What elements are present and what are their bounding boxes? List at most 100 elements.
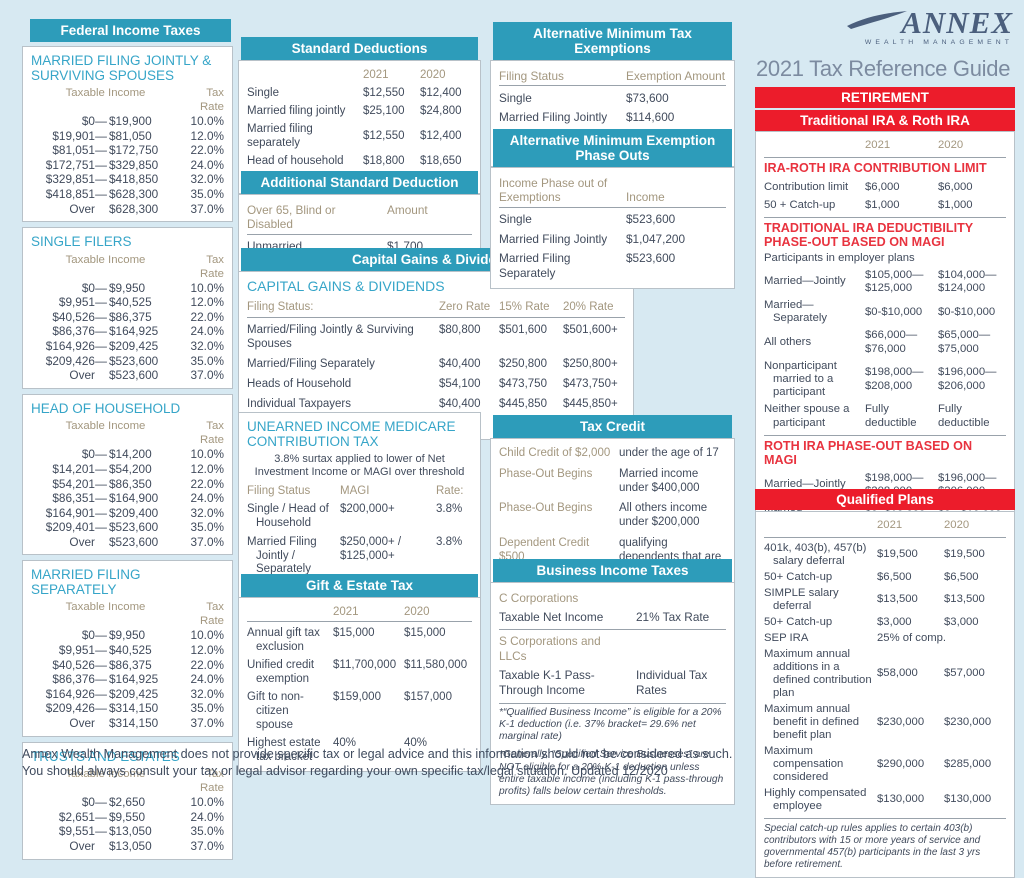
- bracket-rows: $0 — $14,200 10.0% $14,201 — $54,200 12.…: [31, 447, 224, 549]
- qualified-plans-header: Qualified Plans: [755, 489, 1015, 510]
- rate-15-value: $445,850: [499, 397, 547, 410]
- range-dash: —: [95, 795, 107, 810]
- bracket-row: $9,951 — $40,525 12.0%: [31, 643, 224, 658]
- value-2020: $196,000—$206,000: [938, 366, 997, 392]
- income-from: $86,376: [52, 324, 95, 339]
- col-15-rate: 15% Rate: [499, 300, 550, 313]
- year-2020: 2020: [944, 519, 970, 531]
- table-head: Filing Status Exemption Amount: [499, 66, 726, 86]
- tax-rate: 35.0%: [190, 353, 224, 368]
- row-label: Married Filing Jointly: [499, 110, 608, 124]
- rate-20-value: $250,800+: [563, 357, 618, 370]
- income-to: $19,900: [109, 114, 152, 128]
- tax-rate: 37.0%: [190, 838, 224, 853]
- bracket-row: $40,526 — $86,375 22.0%: [31, 658, 224, 673]
- table-row: Nonparticipant married to a participant …: [764, 358, 1006, 402]
- value-2021: $159,000: [333, 691, 381, 703]
- retirement-header: RETIREMENT: [755, 87, 1015, 108]
- income-from: $164,901: [45, 505, 95, 520]
- value-2021: 40%: [333, 737, 357, 749]
- range-dash: —: [95, 643, 107, 658]
- year-2021: 2021: [877, 519, 903, 531]
- divider: [764, 157, 1006, 158]
- magi-value: $250,000+ / $125,000+: [340, 535, 402, 562]
- value-2020: $1,000: [938, 198, 973, 211]
- bracket-row: $2,651 — $9,550 24.0%: [31, 810, 224, 825]
- bracket-row: $9,951 — $40,525 12.0%: [31, 295, 224, 310]
- income-from: $40,526: [52, 657, 95, 672]
- table-row: Married Filing Jointly / Separately $250…: [247, 533, 472, 579]
- value-2021: 25% of comp.: [877, 631, 947, 644]
- col-tax-rate: Tax Rate: [199, 420, 224, 447]
- bracket-table-title: TRUSTS AND ESTATES: [31, 748, 180, 764]
- participants-note: Participants in employer plans: [764, 251, 915, 264]
- amt-phaseouts-table: Income Phase out of Exemptions Income Si…: [490, 167, 735, 289]
- tax-rate: 35.0%: [190, 520, 224, 535]
- tax-rate: 24.0%: [190, 157, 224, 172]
- tax-rate: 37.0%: [190, 534, 224, 549]
- row-label: 50 + Catch-up: [764, 198, 836, 211]
- tax-credit-header: Tax Credit: [493, 415, 732, 438]
- amt-phaseouts-section: Alternative Minimum Exemption Phase Outs…: [490, 129, 735, 289]
- tax-rate: 32.0%: [190, 339, 224, 354]
- row-label: Contribution limit: [764, 180, 849, 193]
- tax-rate: 22.0%: [190, 476, 224, 491]
- rate-value: 3.8%: [436, 535, 463, 548]
- income-from: $0: [81, 795, 95, 810]
- income-to: $164,925: [109, 324, 159, 339]
- col-filing-status: Filing Status: [247, 484, 311, 497]
- row-label: All others: [764, 335, 812, 348]
- bracket-table-head-of-household: HEAD OF HOUSEHOLD Taxable Income Tax Rat…: [22, 393, 233, 556]
- table-row: Married—Separately $0-$10,000 $0-$10,000: [764, 297, 1006, 327]
- bracket-table-title: SINGLE FILERS: [31, 234, 132, 250]
- table-row: 50+ Catch-up $6,500 $6,500: [764, 569, 1006, 585]
- col-taxable-income: Taxable Income: [65, 253, 146, 266]
- income-to: $209,425: [109, 686, 159, 701]
- income-from: Over: [69, 201, 95, 216]
- row-label: Single / Head of Household: [247, 503, 329, 530]
- income-to: $209,400: [109, 505, 159, 520]
- value-2020: $6,000: [938, 180, 973, 193]
- income-to: $314,150: [109, 716, 159, 731]
- guide-title: 2021 Tax Reference Guide: [756, 56, 1011, 81]
- row-label: 401k, 403(b), 457(b) salary deferral: [764, 541, 867, 567]
- magi-value: $200,000+: [340, 503, 395, 516]
- tax-rate: 12.0%: [190, 295, 224, 310]
- range-dash: —: [95, 686, 107, 701]
- bracket-rows: $0 — $2,650 10.0% $2,651 — $9,550 24.0% …: [31, 795, 224, 853]
- zero-rate-value: $40,400: [439, 357, 481, 370]
- table-row: All others $66,000—$76,000 $65,000—$75,0…: [764, 327, 1006, 357]
- rate-15-value: $473,750: [499, 377, 547, 390]
- value-2021: $19,500: [877, 548, 918, 560]
- table-row: Neither spouse a participant Fully deduc…: [764, 401, 1006, 431]
- bracket-table-head: Taxable Income Tax Rate: [31, 419, 224, 447]
- table-row: Contribution limit $6,000 $6,000: [764, 178, 1006, 196]
- value-2021: $15,000: [333, 627, 375, 639]
- range-dash: —: [95, 520, 107, 535]
- qualified-plans-footnote: Special catch-up rules applies to certai…: [764, 818, 1006, 871]
- bracket-row: Over $523,600 37.0%: [31, 368, 224, 383]
- tax-rate: 35.0%: [190, 824, 224, 839]
- table-row: Married—Jointly $105,000—$125,000 $104,0…: [764, 267, 1006, 297]
- tax-rate: 35.0%: [190, 186, 224, 201]
- income-to: $418,850: [109, 172, 159, 187]
- bracket-table-title: HEAD OF HOUSEHOLD: [31, 400, 181, 416]
- bracket-table-single: SINGLE FILERS Taxable Income Tax Rate $0…: [22, 227, 233, 389]
- bracket-row: $209,426 — $523,600 35.0%: [31, 354, 224, 369]
- logo-swoosh-icon: [847, 11, 907, 29]
- row-label: Gift to non-citizen spouse: [247, 691, 304, 731]
- roth-ira-phaseout-title: ROTH IRA PHASE-OUT BASED ON MAGI: [764, 438, 973, 468]
- range-dash: —: [95, 628, 107, 643]
- divider: [764, 216, 1006, 218]
- table-row: Married filing jointly $25,100 $24,800: [247, 102, 472, 120]
- row-label: Married filing separately: [247, 123, 313, 149]
- income-from: $0: [81, 114, 95, 128]
- range-dash: [95, 839, 107, 854]
- income-from: $164,926: [45, 339, 95, 354]
- income-from: $40,526: [52, 309, 95, 324]
- zero-rate-value: $40,400: [439, 397, 481, 410]
- col-income-phaseout: Income Phase out of Exemptions: [499, 175, 608, 205]
- year-2021: 2021: [865, 139, 891, 151]
- table-head: Filing Status: Zero Rate 15% Rate 20% Ra…: [247, 297, 625, 318]
- row-label: Taxable Net Income: [499, 610, 604, 624]
